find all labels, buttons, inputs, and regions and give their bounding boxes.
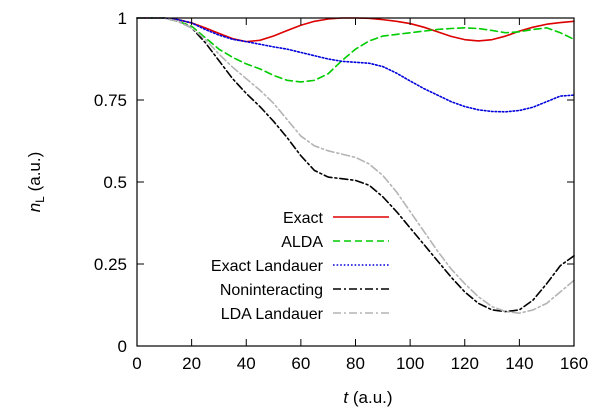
series-line-1 xyxy=(136,17,575,83)
x-tick-label: 20 xyxy=(182,354,201,373)
legend-label: Exact xyxy=(283,210,324,227)
y-tick-label: 0.5 xyxy=(103,173,127,192)
y-axis-label-var: n xyxy=(25,203,44,212)
legend-label: LDA Landauer xyxy=(221,306,324,323)
x-tick-label: 0 xyxy=(132,354,141,373)
x-tick-label: 140 xyxy=(505,354,533,373)
ticks-layer: 0 20 40 60 80 100 120 140 160 0 0.25 0.5 0.75 1 xyxy=(94,9,588,373)
series-line-3 xyxy=(136,17,575,313)
series-line-4 xyxy=(136,17,575,314)
y-tick-label: 0 xyxy=(118,337,127,356)
x-tick-label: 160 xyxy=(560,354,588,373)
x-tick-label: 60 xyxy=(291,354,310,373)
legend: Exact ALDA Exact Landauer Noninteracting LDA… xyxy=(211,210,389,323)
legend-label: Noninteracting xyxy=(220,282,323,299)
y-axis-label: nL (a.u.) xyxy=(25,152,47,213)
series-line-2 xyxy=(136,17,575,113)
x-axis-label-var: t xyxy=(343,388,349,407)
series-layer xyxy=(136,17,575,314)
y-axis-label-unit: (a.u.) xyxy=(25,152,44,196)
y-tick-label: 0.75 xyxy=(94,91,127,110)
y-tick-label: 0.25 xyxy=(94,255,127,274)
legend-label: ALDA xyxy=(281,234,323,251)
x-tick-label: 40 xyxy=(237,354,256,373)
x-axis-label-unit: (a.u.) xyxy=(348,388,392,407)
x-axis-label: t (a.u.) xyxy=(343,388,392,407)
x-tick-label: 100 xyxy=(396,354,424,373)
x-tick-label: 120 xyxy=(451,354,479,373)
legend-label: Exact Landauer xyxy=(211,258,324,275)
y-axis-label-sub: L xyxy=(33,196,47,203)
y-tick-label: 1 xyxy=(118,9,127,28)
x-tick-label: 80 xyxy=(346,354,365,373)
